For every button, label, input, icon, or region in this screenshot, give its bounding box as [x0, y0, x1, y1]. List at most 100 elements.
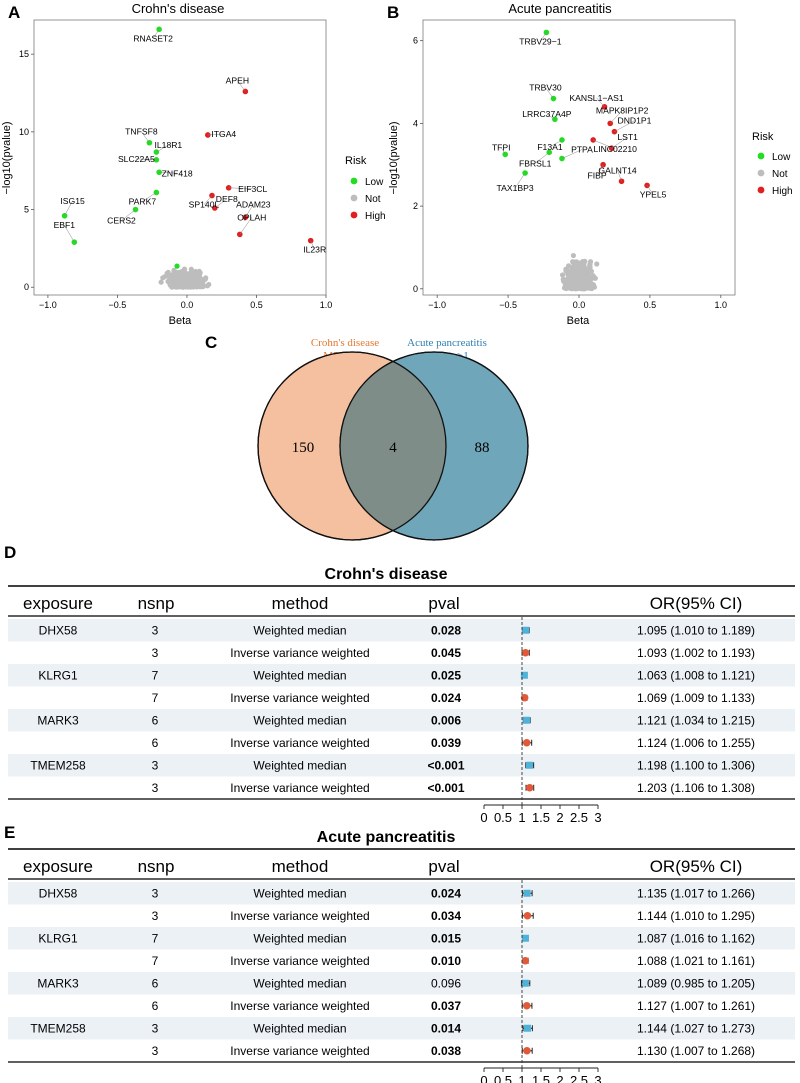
data-point: [562, 278, 568, 284]
forest-axis-label: 1.5: [532, 810, 550, 825]
cell-method: Inverse variance weighted: [230, 909, 369, 923]
chart-title: Acute pancreatitis: [508, 1, 612, 16]
cell-pval: 0.028: [431, 624, 461, 638]
or-marker: [521, 979, 529, 987]
x-tick-label: 1.0: [320, 300, 333, 310]
legend: Risk Low Not High: [752, 131, 793, 197]
label-leader: [610, 110, 623, 124]
gene-label: LINC02210: [593, 144, 637, 154]
x-tick-label: 0.5: [644, 300, 657, 310]
label-leader: [228, 187, 253, 190]
data-point: [582, 280, 588, 286]
venn-overlap-count: 4: [389, 440, 397, 456]
axis-ticks: −1.0 −0.5 0.0 0.5 1.0 0 5 10 15: [19, 49, 332, 310]
x-tick-label: 0.5: [250, 300, 263, 310]
cell-or-ci: 1.069 (1.009 to 1.133): [637, 691, 755, 705]
cell-or-ci: 1.144 (1.027 to 1.273): [637, 1022, 755, 1036]
row-shade: [8, 664, 795, 687]
cell-method: Inverse variance weighted: [230, 954, 369, 968]
legend-high-swatch: [757, 186, 765, 194]
gene-label: EIF3CL: [238, 184, 267, 194]
label-leader: [203, 195, 213, 205]
x-tick-label: 0.0: [573, 300, 586, 310]
x-tick-label: −1.0: [428, 300, 446, 310]
gene-label: TNFSF8: [125, 127, 158, 137]
data-point: [158, 279, 164, 285]
gene-label: FBRSL1: [519, 158, 552, 168]
gene-label: TRBV30: [529, 83, 562, 93]
legend-low-swatch: [350, 177, 358, 185]
row-shade: [8, 972, 795, 995]
cell-pval: <0.001: [427, 759, 464, 773]
data-point: [559, 272, 566, 278]
data-point: [592, 275, 598, 281]
cell-pval: 0.038: [431, 1044, 461, 1058]
panel-label-a: A: [8, 3, 20, 22]
venn-overlap-region: [340, 352, 446, 540]
label-leader: [540, 32, 547, 42]
panel-label-c: C: [205, 333, 217, 352]
volcano-plot-crohns: Crohn's disease −1.0 −0.5 0.0 0.5 1.0051015 …: [1, 1, 386, 327]
cell-pval: 0.037: [431, 999, 461, 1013]
gene-label: TFPI: [492, 142, 511, 152]
panel-label-d: D: [4, 543, 16, 562]
cell-nsnp: 3: [152, 646, 159, 660]
column-header: exposure: [23, 857, 93, 876]
data-point: [196, 272, 202, 278]
table-title: Acute pancreatitis: [317, 829, 456, 846]
venn-right-title: Acute pancreatitis: [407, 337, 487, 349]
gene-label: MAPK8IP1P2: [596, 105, 649, 115]
cell-method: Weighted median: [253, 669, 346, 683]
forest-axis-label: 0.5: [494, 1073, 512, 1083]
label-leader: [501, 147, 506, 155]
cell-or-ci: 1.130 (1.007 to 1.268): [637, 1044, 755, 1058]
cell-exposure: TMEM258: [30, 759, 86, 773]
label-leader: [614, 120, 635, 132]
or-marker: [523, 716, 531, 724]
label-leader: [207, 133, 224, 136]
forest-axis-label: 2: [556, 1073, 563, 1083]
data-point: [178, 282, 185, 288]
legend-not-label: Not: [772, 169, 788, 180]
gene-label: PARK7: [129, 196, 157, 206]
volcano-plot-acute-pancreatitis: Acute pancreatitis −1.0 −0.5 0.0 0.5 1.0 0 2 4 6…: [388, 1, 793, 327]
data-points: [61, 26, 314, 290]
row-shade: [8, 1017, 795, 1040]
gene-label: ISG15: [60, 196, 85, 206]
plot-frame: [422, 19, 736, 296]
forest-axis-label: 0: [480, 810, 487, 825]
cell-nsnp: 3: [152, 781, 159, 795]
forest-axis-label: 3: [594, 1073, 601, 1083]
cell-or-ci: 1.093 (1.002 to 1.193): [637, 646, 755, 660]
gene-label: CERS2: [107, 216, 136, 226]
gene-label: GALNT14: [598, 165, 636, 175]
gene-label: DEF8: [216, 194, 238, 204]
cell-pval: 0.015: [431, 932, 461, 946]
data-points: [502, 29, 650, 292]
gene-labels: TRBV29−1 TRBV30 KANSL1−AS1 LRRC37A4P MAPK8IP…: [492, 32, 667, 199]
or-marker: [520, 693, 529, 702]
gene-label: FIBP: [588, 171, 607, 181]
label-leader: [142, 192, 157, 202]
cell-exposure: MARK3: [37, 714, 79, 728]
or-marker: [521, 648, 530, 657]
cell-method: Inverse variance weighted: [230, 691, 369, 705]
label-leader: [514, 172, 526, 189]
label-leader: [245, 204, 254, 218]
cell-or-ci: 1.144 (1.010 to 1.295): [637, 909, 755, 923]
cell-or-ci: 1.135 (1.017 to 1.266): [637, 887, 755, 901]
or-marker: [522, 626, 530, 634]
cell-nsnp: 3: [152, 624, 159, 638]
cell-method: Weighted median: [253, 759, 346, 773]
data-point: [587, 263, 593, 269]
label-leader: [239, 217, 252, 235]
x-axis-label: Beta: [169, 315, 193, 327]
forest-axis-label: 2: [556, 810, 563, 825]
cell-nsnp: 3: [152, 887, 159, 901]
or-marker: [521, 934, 529, 942]
or-marker: [523, 1024, 531, 1032]
data-point: [165, 269, 171, 275]
data-point: [197, 280, 203, 287]
cell-pval: 0.045: [431, 646, 461, 660]
legend-title: Risk: [752, 131, 774, 143]
